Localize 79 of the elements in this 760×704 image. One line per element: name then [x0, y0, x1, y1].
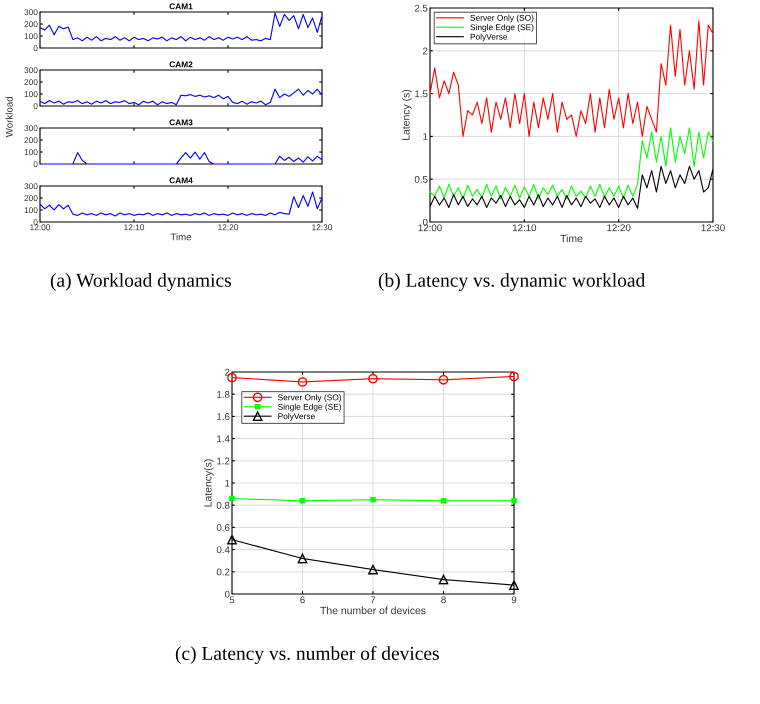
x-tick-label: 5 — [230, 596, 234, 604]
x-tick-label: 6 — [300, 596, 305, 604]
y-tick-label: 0.6 — [216, 524, 230, 532]
line-series — [39, 191, 323, 217]
y-tick-label: 100 — [24, 207, 38, 214]
y-tick-label: 1.6 — [217, 413, 230, 420]
point — [298, 554, 308, 564]
point — [438, 374, 448, 385]
x-tick-label: 12:20 — [607, 224, 630, 232]
x-tick-label: 12:20 — [218, 224, 238, 230]
y-tick-label: 100 — [24, 149, 38, 156]
y-tick-label: 0 — [34, 219, 38, 226]
chart-title: CAM4 — [170, 177, 193, 184]
y-tick-label: 0.8 — [216, 502, 230, 509]
point — [370, 496, 376, 502]
y-axis-title: Workload — [6, 96, 13, 138]
y-tick-label: 0 — [34, 103, 38, 110]
point — [229, 496, 235, 502]
chart-title: CAM3 — [170, 119, 193, 126]
y-axis-title: Latency(s) — [204, 459, 214, 506]
y-tick-label: 0.2 — [216, 568, 230, 576]
y-tick-label: 1.2 — [217, 458, 230, 464]
point — [509, 372, 519, 382]
x-axis-title: Time — [560, 234, 582, 242]
y-tick-label: 1 — [225, 480, 230, 487]
x-axis-title: Time — [170, 233, 192, 240]
y-tick-label: 2.5 — [414, 4, 428, 12]
x-tick-label: 8 — [441, 596, 446, 604]
y-tick-label: 0.4 — [216, 546, 230, 554]
legend-label: Single Edge (SE) — [470, 24, 534, 32]
point — [509, 580, 519, 590]
y-tick-label: 200 — [24, 195, 38, 202]
point — [227, 534, 237, 544]
chart-title: CAM1 — [170, 3, 193, 10]
y-axis-title: Latency (s) — [402, 90, 412, 140]
x-tick-label: 12:10 — [124, 224, 144, 230]
legend-label: Server Only (SO) — [470, 14, 534, 22]
point — [368, 374, 378, 384]
y-tick-label: 200 — [24, 79, 38, 86]
x-tick-label: 12:00 — [418, 224, 442, 232]
text: (b) Latency vs. dynamic workload — [378, 273, 646, 291]
legend-label: Single Edge (SE) — [278, 404, 342, 412]
y-tick-label: 0 — [34, 45, 38, 52]
text: (a) Workload dynamics — [50, 273, 231, 291]
y-tick-label: 300 — [24, 125, 38, 132]
point — [438, 574, 448, 584]
y-tick-label: 200 — [24, 21, 38, 28]
y-tick-label: 1.8 — [217, 390, 230, 398]
legend-label: PolyVerse — [278, 413, 315, 421]
x-tick-label: 7 — [370, 596, 376, 604]
y-tick-label: 1.5 — [415, 90, 428, 98]
point — [440, 498, 446, 504]
y-tick-label: 0 — [34, 161, 38, 168]
x-tick-label: 12:30 — [702, 224, 725, 232]
point — [368, 564, 378, 574]
text: (c) Latency vs. number of devices — [176, 646, 439, 664]
y-tick-label: 100 — [24, 33, 38, 40]
x-tick-label: 12:10 — [512, 224, 536, 232]
legend-label: Server Only (SO) — [278, 394, 342, 402]
y-tick-label: 0 — [224, 590, 230, 598]
point — [511, 498, 517, 504]
point — [298, 377, 308, 387]
point — [300, 498, 306, 504]
y-tick-label: 300 — [24, 183, 38, 190]
y-tick-label: 2 — [423, 48, 428, 54]
y-tick-label: 0.5 — [414, 176, 428, 183]
y-tick-label: 100 — [24, 91, 38, 98]
y-tick-label: 1 — [423, 133, 428, 140]
x-tick-label: 9 — [512, 596, 516, 604]
y-tick-label: 1.4 — [217, 435, 230, 442]
legend-label: PolyVerse — [470, 34, 508, 42]
line-series — [429, 127, 714, 200]
y-tick-label: 300 — [24, 9, 38, 16]
x-axis-title: The number of devices — [320, 606, 426, 614]
x-tick-label: 12:00 — [30, 224, 50, 230]
x-tick-label: 12:30 — [312, 224, 332, 230]
chart-title: CAM2 — [170, 61, 192, 68]
y-tick-label: 300 — [24, 67, 38, 74]
y-tick-label: 200 — [24, 137, 38, 144]
